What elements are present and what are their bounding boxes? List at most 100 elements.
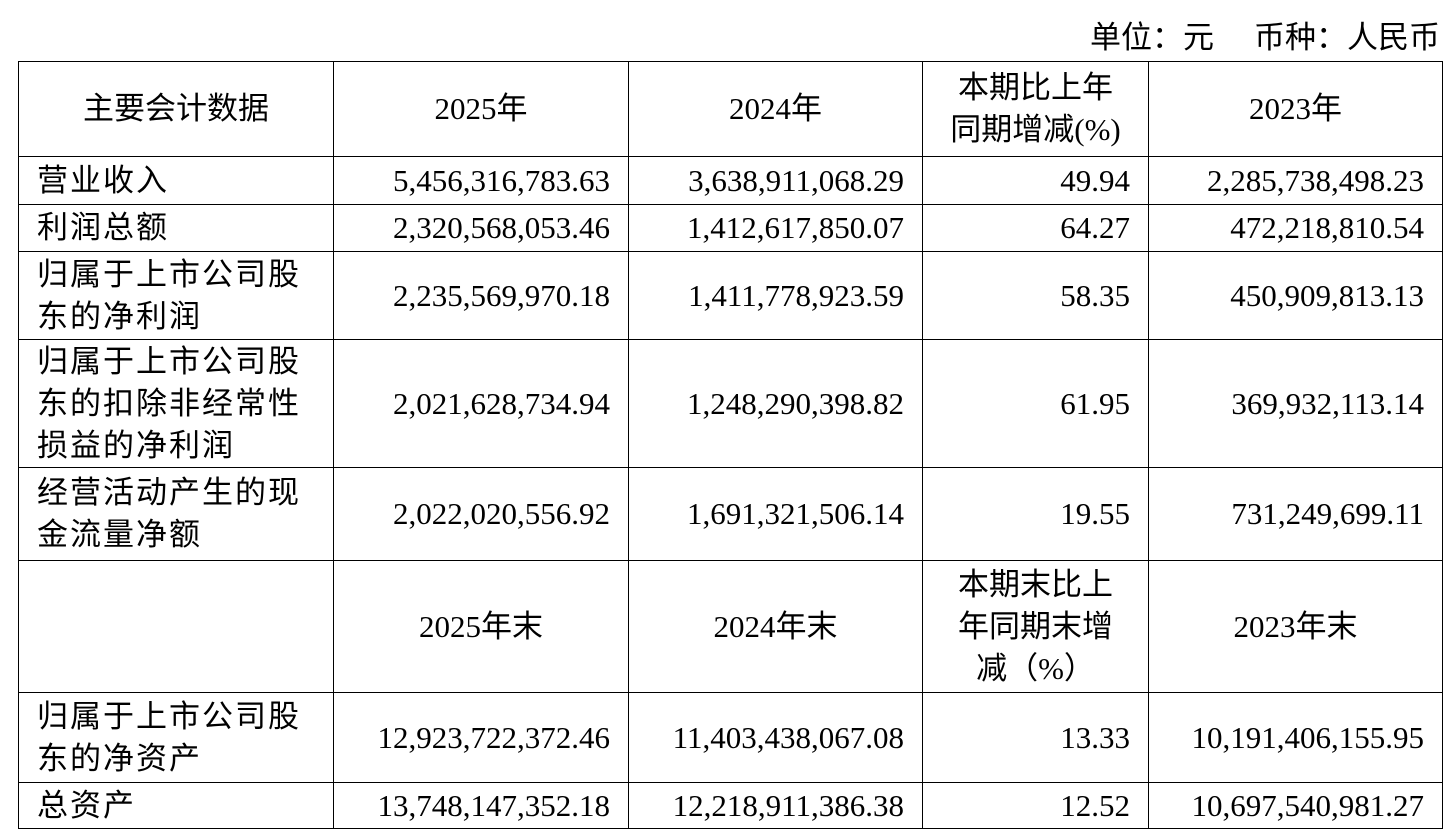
value-cell: 2,022,020,556.92 [333, 467, 629, 561]
value-cell: 12.52 [922, 782, 1149, 829]
header-cell: 本期比上年同期增减(%) [922, 61, 1149, 157]
value-cell-text: 19.55 [1060, 496, 1130, 531]
data-row: 经营活动产生的现金流量净额 2,022,020,556.92 1,691,321,5… [18, 467, 1443, 561]
row-label-text: 营业收入 [37, 162, 169, 198]
value-cell-text: 2,235,569,970.18 [393, 277, 610, 313]
subheader-row: 2025年末 2024年末 本期末比上年同期末增减（%） 2023年末 [18, 560, 1443, 693]
header-row: 主要会计数据 2025年 2024年 本期比上年同期增减(%) 2023年 [18, 61, 1443, 157]
data-row: 归属于上市公司股东的净资产 12,923,722,372.46 11,403,438… [18, 692, 1443, 783]
empty-cell [18, 560, 334, 693]
row-label-text: 归属于上市公司股东的扣除非经常性损益的净利润 [37, 343, 301, 463]
header-cell-text: 2024年末 [713, 608, 838, 644]
header-cell: 本期末比上年同期末增减（%） [922, 560, 1149, 693]
value-cell: 1,412,617,850.07 [628, 204, 923, 252]
header-cell-text: 2023年 [1249, 91, 1342, 126]
value-cell-text: 2,285,738,498.23 [1207, 162, 1424, 198]
value-cell-text: 2,022,020,556.92 [393, 496, 610, 531]
value-cell-text: 5,456,316,783.63 [393, 162, 610, 198]
value-cell: 12,218,911,386.38 [628, 782, 923, 829]
value-cell: 1,248,290,398.82 [628, 339, 923, 468]
value-cell: 49.94 [922, 156, 1149, 205]
row-label: 归属于上市公司股东的扣除非经常性损益的净利润 [18, 339, 334, 468]
data-row: 利润总额 2,320,568,053.46 1,412,617,850.07 64.2… [18, 204, 1443, 252]
header-cell: 2023年末 [1148, 560, 1443, 693]
row-label-text: 总资产 [37, 787, 136, 823]
value-cell-text: 49.94 [1060, 162, 1130, 198]
value-cell: 450,909,813.13 [1148, 251, 1443, 340]
value-cell: 1,691,321,506.14 [628, 467, 923, 561]
row-label: 归属于上市公司股东的净资产 [18, 692, 334, 783]
value-cell: 2,235,569,970.18 [333, 251, 629, 340]
value-cell-text: 13.33 [1060, 719, 1130, 755]
value-cell-text: 13,748,147,352.18 [377, 787, 611, 823]
header-cell: 主要会计数据 [18, 61, 334, 157]
value-cell: 58.35 [922, 251, 1149, 340]
table-body: 主要会计数据 2025年 2024年 本期比上年同期增减(%) 2023年营业收入 5,4… [18, 61, 1443, 829]
financial-table: 主要会计数据 2025年 2024年 本期比上年同期增减(%) 2023年营业收入 5,4… [18, 61, 1443, 829]
value-cell-text: 12,923,722,372.46 [377, 719, 611, 755]
value-cell-text: 12,218,911,386.38 [672, 787, 904, 823]
currency: 币种：人民币 [1254, 20, 1440, 55]
value-cell: 2,285,738,498.23 [1148, 156, 1443, 205]
value-cell-text: 1,412,617,850.07 [687, 210, 904, 245]
row-label: 营业收入 [18, 156, 334, 205]
header-cell-text: 2024年 [729, 91, 822, 126]
value-cell-text: 61.95 [1060, 385, 1130, 421]
value-cell-text: 10,697,540,981.27 [1191, 787, 1425, 823]
value-cell: 10,697,540,981.27 [1148, 782, 1443, 829]
data-row: 营业收入 5,456,316,783.63 3,638,911,068.29 49.9… [18, 156, 1443, 205]
value-cell-text: 11,403,438,067.08 [672, 719, 904, 755]
row-label: 利润总额 [18, 204, 334, 252]
value-cell-text: 3,638,911,068.29 [688, 162, 904, 198]
row-label-text: 利润总额 [37, 210, 169, 245]
value-cell: 472,218,810.54 [1148, 204, 1443, 252]
value-cell: 19.55 [922, 467, 1149, 561]
header-cell-text: 本期末比上年同期末增减（%） [958, 566, 1113, 686]
value-cell: 2,021,628,734.94 [333, 339, 629, 468]
row-label-text: 归属于上市公司股东的净资产 [37, 698, 301, 776]
value-cell: 13.33 [922, 692, 1149, 783]
header-cell-text: 主要会计数据 [83, 91, 269, 126]
value-cell: 1,411,778,923.59 [628, 251, 923, 340]
header-cell-text: 2023年末 [1233, 608, 1358, 644]
value-cell: 3,638,911,068.29 [628, 156, 923, 205]
value-cell-text: 472,218,810.54 [1230, 210, 1424, 245]
value-cell-text: 1,248,290,398.82 [687, 385, 904, 421]
value-cell: 369,932,113.14 [1148, 339, 1443, 468]
row-label-text: 归属于上市公司股东的净利润 [37, 256, 301, 334]
value-cell-text: 10,191,406,155.95 [1191, 719, 1425, 755]
value-cell-text: 58.35 [1060, 277, 1130, 313]
header-cell: 2023年 [1148, 61, 1443, 157]
data-row: 归属于上市公司股东的净利润 2,235,569,970.18 1,411,778,9… [18, 251, 1443, 340]
header-cell: 2025年末 [333, 560, 629, 693]
header-cell-text: 2025年末 [419, 608, 543, 644]
unit-note: 单位：元 币种：人民币 [1090, 18, 1440, 58]
header-cell: 2024年末 [628, 560, 923, 693]
value-cell: 10,191,406,155.95 [1148, 692, 1443, 783]
header-cell-text: 本期比上年同期增减(%) [950, 70, 1121, 147]
value-cell-text: 731,249,699.11 [1231, 496, 1424, 531]
value-cell: 5,456,316,783.63 [333, 156, 629, 205]
unit: 单位：元 [1090, 20, 1214, 55]
data-row: 归属于上市公司股东的扣除非经常性损益的净利润 2,021,628,734.94 1,… [18, 339, 1443, 468]
value-cell-text: 1,691,321,506.14 [687, 496, 904, 531]
value-cell-text: 12.52 [1060, 787, 1130, 823]
row-label-text: 经营活动产生的现金流量净额 [37, 475, 301, 552]
value-cell-text: 2,320,568,053.46 [393, 210, 610, 245]
value-cell-text: 64.27 [1060, 210, 1130, 245]
value-cell: 11,403,438,067.08 [628, 692, 923, 783]
header-cell: 2025年 [333, 61, 629, 157]
value-cell: 731,249,699.11 [1148, 467, 1443, 561]
data-row: 总资产 13,748,147,352.18 12,218,911,386.38 12.… [18, 782, 1443, 829]
value-cell-text: 2,021,628,734.94 [393, 385, 610, 421]
row-label: 总资产 [18, 782, 334, 829]
value-cell: 2,320,568,053.46 [333, 204, 629, 252]
header-cell: 2024年 [628, 61, 923, 157]
value-cell: 13,748,147,352.18 [333, 782, 629, 829]
value-cell-text: 1,411,778,923.59 [688, 277, 904, 313]
value-cell: 61.95 [922, 339, 1149, 468]
value-cell-text: 450,909,813.13 [1230, 277, 1424, 313]
value-cell-text: 369,932,113.14 [1231, 385, 1424, 421]
value-cell: 12,923,722,372.46 [333, 692, 629, 783]
